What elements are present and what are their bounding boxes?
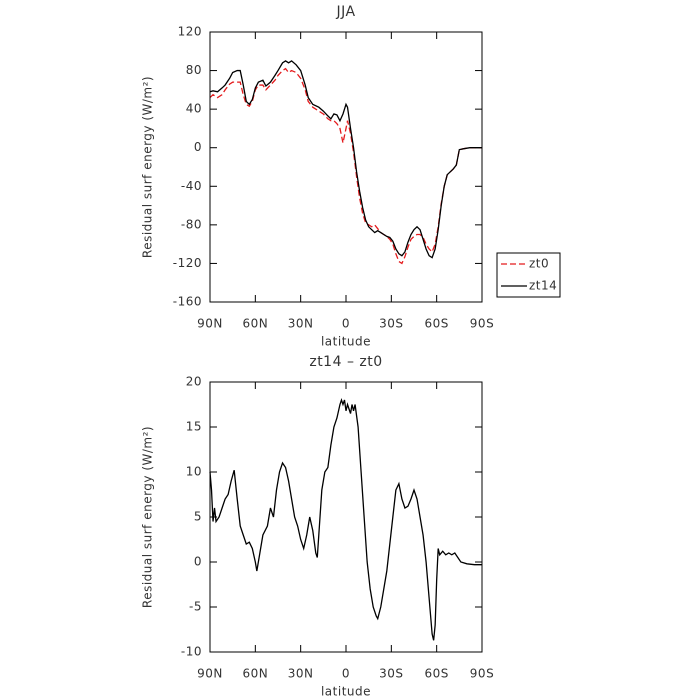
- x-axis-label: latitude: [321, 335, 371, 349]
- y-tick-label: 5: [194, 510, 202, 524]
- legend-label: zt0: [529, 257, 549, 271]
- chart-title: zt14 – zt0: [309, 354, 382, 370]
- y-tick-label: -40: [181, 179, 202, 193]
- legend: zt0 zt14: [496, 252, 561, 298]
- y-axis-label: Residual surf energy (W/m²): [141, 76, 155, 258]
- x-tick-label: 60N: [242, 667, 268, 681]
- x-tick-label: 90S: [470, 667, 494, 681]
- y-tick-label: 15: [186, 420, 202, 434]
- x-tick-label: 60N: [242, 317, 268, 331]
- legend-label: zt14: [529, 279, 557, 293]
- x-axis-label: latitude: [321, 685, 371, 699]
- y-tick-label: -5: [189, 600, 202, 614]
- y-axis-label: Residual surf energy (W/m²): [141, 426, 155, 608]
- y-tick-label: 120: [178, 25, 202, 39]
- x-tick-label: 0: [342, 317, 350, 331]
- chart-title: JJA: [335, 4, 355, 20]
- y-tick-label: 0: [194, 555, 202, 569]
- y-tick-label: 80: [186, 63, 202, 77]
- x-tick-label: 30S: [379, 317, 403, 331]
- y-tick-label: 0: [194, 140, 202, 154]
- data-line: [209, 60, 482, 259]
- data-line: [209, 397, 482, 641]
- axis-frame: [209, 381, 483, 653]
- x-tick-label: 60S: [424, 317, 448, 331]
- x-tick-label: 90N: [197, 317, 223, 331]
- legend-box: [496, 252, 561, 298]
- y-tick-label: 10: [186, 465, 202, 479]
- x-tick-label: 0: [342, 667, 350, 681]
- y-tick-label: -120: [173, 256, 202, 270]
- y-tick-label: 40: [186, 102, 202, 116]
- axis-frame: [209, 31, 483, 303]
- panel: JJA latitude Residual surf energy (W/m²) -1…: [141, 4, 561, 349]
- y-tick-label: -10: [181, 645, 202, 659]
- y-tick-label: -80: [181, 217, 202, 231]
- panel: zt14 – zt0 latitude Residual surf energy (…: [141, 354, 494, 699]
- x-tick-label: 90S: [470, 317, 494, 331]
- data-line: [209, 67, 482, 265]
- x-tick-label: 30N: [288, 667, 314, 681]
- x-tick-label: 30S: [379, 667, 403, 681]
- y-tick-label: -160: [173, 295, 202, 309]
- x-tick-label: 30N: [288, 317, 314, 331]
- x-tick-label: 60S: [424, 667, 448, 681]
- y-tick-label: 20: [186, 375, 202, 389]
- x-tick-label: 90N: [197, 667, 223, 681]
